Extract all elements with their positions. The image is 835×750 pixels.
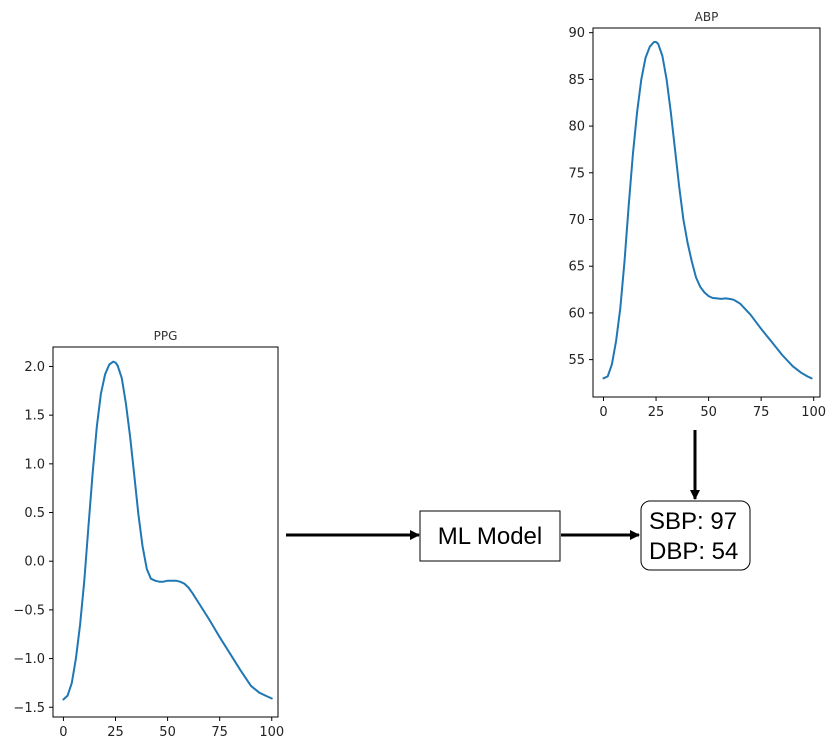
abp-xtick-label: 100 xyxy=(801,405,826,420)
ppg-chart-title: PPG xyxy=(154,329,178,343)
ml-model-box: ML Model xyxy=(419,510,561,562)
dbp-output: DBP: 54 xyxy=(649,538,738,565)
bp-output-box: SBP: 97 DBP: 54 xyxy=(640,500,751,571)
ppg-chart: PPG 0 25 50 75 100 −1.5 −1.0 −0.5 0.0 0.5 1.0 1.5 2.0 xyxy=(13,329,284,740)
ppg-xtick-label: 100 xyxy=(259,725,284,740)
ppg-ytick-label: 1.5 xyxy=(24,409,45,424)
ppg-xtick-label: 50 xyxy=(159,725,176,740)
abp-ytick-label: 65 xyxy=(568,260,585,275)
abp-ytick-label: 70 xyxy=(568,213,585,228)
abp-series-line xyxy=(602,41,813,380)
ppg-ytick-label: 2.0 xyxy=(24,360,45,375)
ppg-ytick-label: −0.5 xyxy=(13,603,45,618)
abp-ytick-label: 90 xyxy=(568,26,585,41)
abp-ytick-label: 55 xyxy=(568,353,585,368)
abp-ytick-label: 60 xyxy=(568,306,585,321)
ml-model-label: ML Model xyxy=(438,523,542,550)
abp-ytick-label: 85 xyxy=(568,73,585,88)
abp-ytick-label: 75 xyxy=(568,166,585,181)
abp-xtick-label: 0 xyxy=(599,405,607,420)
abp-plot-frame xyxy=(592,27,821,398)
ppg-series-line xyxy=(62,360,273,701)
abp-chart: ABP 0 25 50 75 100 55 60 65 70 75 80 85 90 xyxy=(568,10,826,420)
ppg-xtick-label: 25 xyxy=(107,725,124,740)
ppg-ytick-label: 0.5 xyxy=(24,506,45,521)
ppg-ytick-label: −1.0 xyxy=(13,652,45,667)
ppg-xtick-label: 75 xyxy=(211,725,228,740)
ppg-xtick-label: 0 xyxy=(59,725,67,740)
abp-chart-title: ABP xyxy=(695,10,719,24)
abp-xtick-label: 25 xyxy=(648,405,665,420)
abp-ytick-label: 80 xyxy=(568,120,585,135)
ppg-ytick-label: 0.0 xyxy=(24,555,45,570)
ppg-plot-frame xyxy=(52,346,279,718)
sbp-output: SBP: 97 xyxy=(649,508,737,535)
abp-xtick-label: 75 xyxy=(753,405,770,420)
ppg-ytick-label: 1.0 xyxy=(24,457,45,472)
ppg-ytick-label: −1.5 xyxy=(13,701,45,716)
abp-xtick-label: 50 xyxy=(700,405,717,420)
